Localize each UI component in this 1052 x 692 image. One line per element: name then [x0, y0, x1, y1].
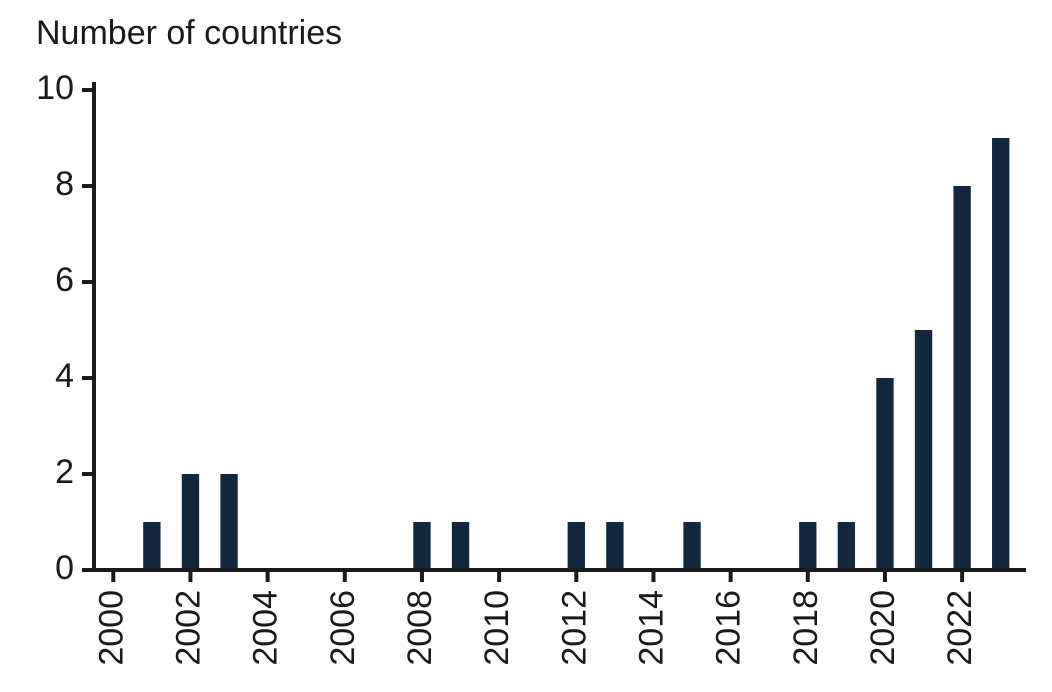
- bar-2022: [953, 186, 970, 570]
- bar-2002: [182, 474, 199, 570]
- bar-2020: [876, 378, 893, 570]
- bar-2023: [992, 138, 1009, 570]
- x-tick-label: 2000: [92, 590, 130, 666]
- x-tick-label: 2022: [941, 590, 979, 666]
- x-tick-label: 2016: [710, 590, 748, 666]
- x-tick-label: 2018: [787, 590, 825, 666]
- bar-2012: [568, 522, 585, 570]
- bar-2013: [606, 522, 623, 570]
- bar-2003: [220, 474, 237, 570]
- y-tick-label: 8: [55, 165, 74, 203]
- x-tick-label: 2002: [169, 590, 207, 666]
- x-tick-label: 2020: [864, 590, 902, 666]
- bar-2019: [838, 522, 855, 570]
- bar-2021: [915, 330, 932, 570]
- y-tick-label: 10: [36, 69, 74, 107]
- x-tick-label: 2008: [401, 590, 439, 666]
- y-tick-label: 2: [55, 453, 74, 491]
- x-tick-label: 2010: [478, 590, 516, 666]
- x-tick-label: 2006: [324, 590, 362, 666]
- y-tick-label: 4: [55, 357, 74, 395]
- x-tick-label: 2004: [247, 590, 285, 666]
- bar-2001: [143, 522, 160, 570]
- y-axis-title: Number of countries: [36, 14, 342, 52]
- bar-2008: [413, 522, 430, 570]
- bar-2009: [452, 522, 469, 570]
- y-tick-label: 6: [55, 261, 74, 299]
- x-tick-label: 2012: [555, 590, 593, 666]
- bar-2015: [683, 522, 700, 570]
- y-tick-label: 0: [55, 549, 74, 587]
- countries-bar-chart: Number of countries 0 2 4 6 8 10 2000 2002 2004 20…: [0, 0, 1052, 692]
- chart-background: [0, 0, 1052, 692]
- x-tick-label: 2014: [632, 590, 670, 666]
- bar-2018: [799, 522, 816, 570]
